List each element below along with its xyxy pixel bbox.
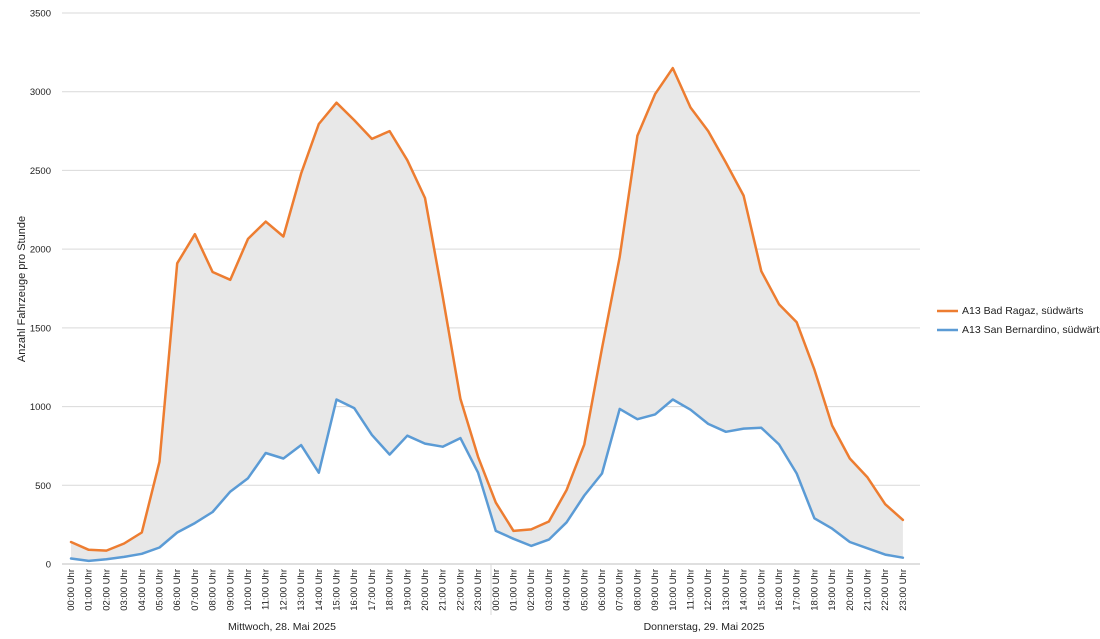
x-tick-label: 09:00 Uhr [225,569,236,611]
area-between-series [71,68,903,561]
x-tick-label: 08:00 Uhr [208,569,219,611]
legend-label: A13 San Bernardino, südwärts [962,324,1100,336]
x-tick-label: 09:00 Uhr [650,569,661,611]
x-tick-label: 06:00 Uhr [172,569,183,611]
x-tick-label: 13:00 Uhr [296,569,307,611]
x-tick-label: 01:00 Uhr [509,569,520,611]
x-tick-label: 01:00 Uhr [84,569,95,611]
legend: A13 Bad Ragaz, südwärts A13 San Bernardi… [937,305,1100,336]
y-tick-label: 500 [35,481,51,492]
x-tick-label: 10:00 Uhr [243,569,254,611]
x-tick-label: 02:00 Uhr [101,569,112,611]
x-tick-label: 16:00 Uhr [774,569,785,611]
x-tick-label: 02:00 Uhr [526,569,537,611]
x-tick-label: 04:00 Uhr [137,569,148,611]
x-tick-label: 11:00 Uhr [686,569,697,610]
x-tick-label: 15:00 Uhr [332,569,343,611]
x-tick-label: 21:00 Uhr [438,569,449,611]
series-line-1 [69,398,905,563]
x-tick-label: 23:00 Uhr [473,569,484,611]
y-tick-label: 0 [46,560,51,571]
x-tick-label: 20:00 Uhr [845,569,856,611]
x-tick-label: 19:00 Uhr [827,569,838,611]
y-tick-label: 1000 [30,402,51,413]
y-tick-label: 3500 [30,9,51,20]
x-tick-label: 23:00 Uhr [898,569,909,611]
x-tick-label: 18:00 Uhr [809,569,820,611]
x-tick-label: 14:00 Uhr [314,569,325,611]
x-tick-label: 04:00 Uhr [562,569,573,611]
legend-label: A13 Bad Ragaz, südwärts [962,305,1083,317]
x-tick-label: 11:00 Uhr [261,569,272,610]
y-tick-label: 2000 [30,245,51,256]
x-tick-label: 16:00 Uhr [349,569,360,611]
y-tick-label: 2500 [30,166,51,177]
x-tick-label: 15:00 Uhr [756,569,767,611]
x-tick-label: 22:00 Uhr [880,569,891,611]
x-tick-label: 05:00 Uhr [579,569,590,611]
series-line-0 [69,66,905,552]
x-tick-label: 21:00 Uhr [863,569,874,611]
y-axis-tick-labels: 0 500 1000 1500 2000 2500 3000 3500 [30,9,51,571]
x-tick-label: 03:00 Uhr [119,569,130,611]
x-tick-label: 12:00 Uhr [703,569,714,611]
x-tick-label: 22:00 Uhr [455,569,466,611]
x-axis-day-label: Mittwoch, 28. Mai 2025 [228,621,336,633]
x-tick-label: 20:00 Uhr [420,569,431,611]
legend-item: A13 San Bernardino, südwärts [937,324,1100,336]
x-tick-label: 07:00 Uhr [190,569,201,611]
x-tick-label: 08:00 Uhr [632,569,643,611]
x-tick-label: 14:00 Uhr [739,569,750,611]
x-axis-tick-labels: 00:00 Uhr 01:00 Uhr 02:00 Uhr 03:00 Uhr 04:0… [66,569,909,611]
x-tick-label: 00:00 Uhr [66,569,77,611]
x-tick-label: 05:00 Uhr [155,569,166,611]
x-tick-label: 00:00 Uhr [491,569,502,611]
x-tick-label: 17:00 Uhr [792,569,803,611]
series-lines [69,66,905,563]
x-tick-label: 07:00 Uhr [615,569,626,611]
x-tick-label: 10:00 Uhr [668,569,679,611]
x-axis-day-label: Donnerstag, 29. Mai 2025 [644,621,765,633]
x-tick-label: 13:00 Uhr [721,569,732,611]
y-tick-label: 3000 [30,87,51,98]
x-tick-label: 12:00 Uhr [278,569,289,611]
x-tick-label: 18:00 Uhr [385,569,396,611]
x-tick-label: 17:00 Uhr [367,569,378,611]
x-tick-label: 03:00 Uhr [544,569,555,611]
y-tick-label: 1500 [30,323,51,334]
x-tick-label: 06:00 Uhr [597,569,608,611]
x-tick-label: 19:00 Uhr [402,569,413,611]
y-axis-title: Anzahl Fahrzeuge pro Stunde [16,216,28,362]
legend-item: A13 Bad Ragaz, südwärts [937,305,1083,317]
